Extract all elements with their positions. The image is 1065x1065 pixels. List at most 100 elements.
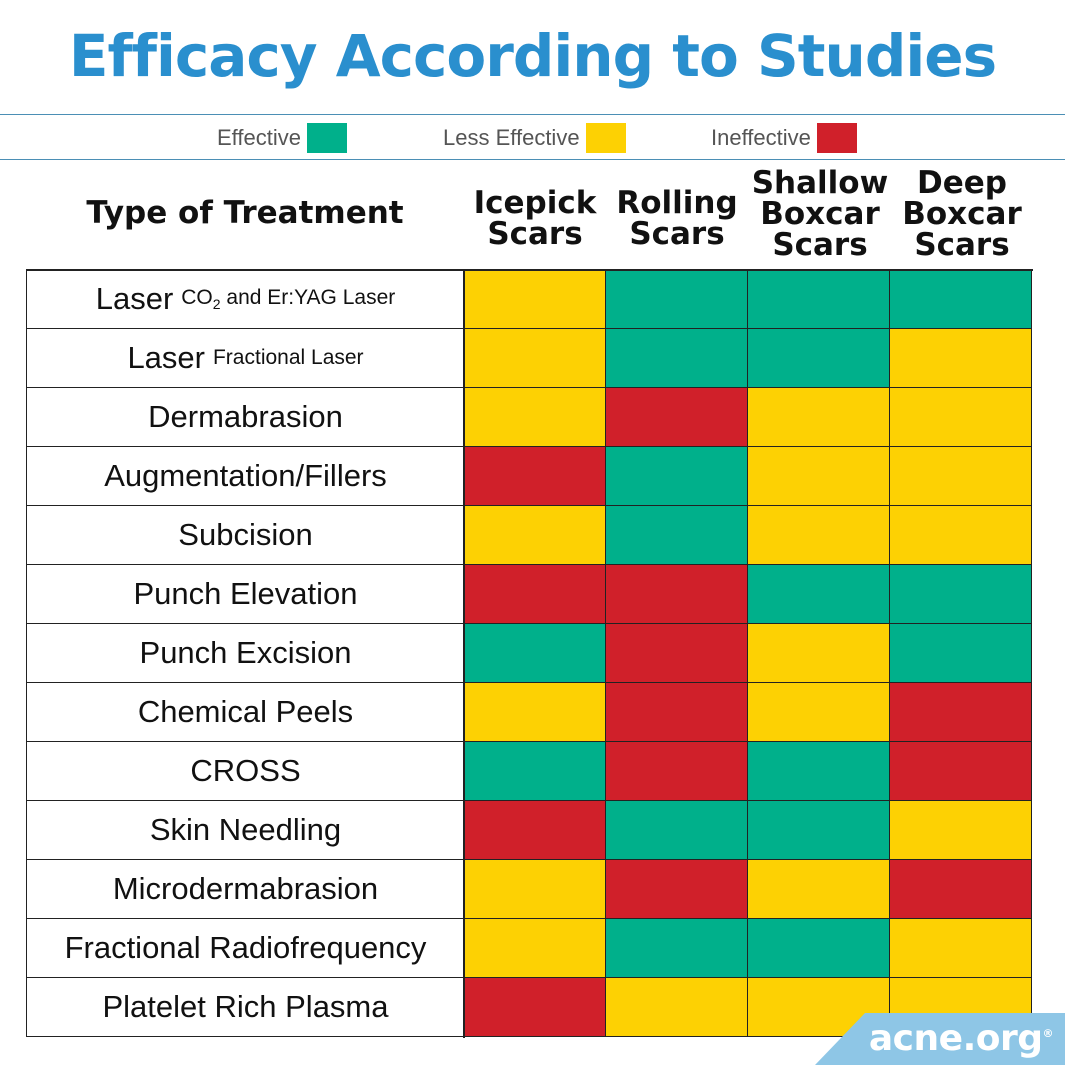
legend-label-ineffective: Ineffective [711,125,811,150]
table-row-label: Subcision [26,506,464,565]
row-label-text: CROSS [190,753,301,788]
table-cell-less-effective [464,329,606,388]
table-cell-less-effective [890,801,1032,860]
row-label-text: Augmentation/Fillers [104,458,387,493]
legend-swatch-ineffective [816,123,857,153]
table-row-label: Platelet Rich Plasma [26,978,464,1037]
table-cell-effective [748,329,890,388]
table-row-label: Dermabrasion [26,388,464,447]
legend-item-less-effective: Less Effective [443,123,626,153]
column-header-line: Scars [772,227,868,263]
table-row-label: Skin Needling [26,801,464,860]
row-label-text: Punch Excision [139,635,352,670]
row-label-text: Fractional Radiofrequency [64,930,427,965]
table-cell-less-effective [748,860,890,919]
column-header-line: Scars [629,216,725,252]
table-cell-effective [464,624,606,683]
table-cell-less-effective [890,447,1032,506]
table-cell-effective [606,506,748,565]
table-cell-ineffective [464,978,606,1037]
table-cell-less-effective [464,919,606,978]
table-row-label: Laser CO2 and Er:YAG Laser [26,270,464,329]
table-cell-effective [890,270,1032,329]
table-cell-ineffective [606,624,748,683]
table-cell-ineffective [890,742,1032,801]
table-cell-less-effective [890,329,1032,388]
row-label-text: Microdermabrasion [112,871,379,906]
logo-banner-shape [815,1013,1065,1065]
row-label-text: Skin Needling [149,812,342,847]
table-cell-ineffective [464,447,606,506]
table-cell-effective [748,742,890,801]
table-cell-ineffective [606,742,748,801]
table-cell-less-effective [464,683,606,742]
page-title: Efficacy According to Studies [68,22,997,90]
table-row-label: Microdermabrasion [26,860,464,919]
table-row-label: CROSS [26,742,464,801]
row-label-text: Laser [127,340,205,375]
table-cell-less-effective [890,919,1032,978]
column-header-line: Scars [487,216,583,252]
table-top-border [26,269,1033,271]
table-cell-less-effective [464,388,606,447]
legend-swatch-effective [306,123,347,153]
table-cell-effective [748,801,890,860]
table-cell-less-effective [748,506,890,565]
legend-label-less-effective: Less Effective [443,125,580,150]
column-header-line: Icepick [473,185,597,221]
row-label-text: Platelet Rich Plasma [102,989,389,1024]
row-label-detail: Fractional Laser [212,346,364,369]
column-header-line: Boxcar [902,196,1022,232]
row-label-text: Laser [95,281,174,316]
row-label-text: Punch Elevation [133,576,358,611]
row-header: Type of Treatment [86,195,404,231]
table-cell-effective [606,801,748,860]
table-cell-effective [606,329,748,388]
table-cell-effective [606,270,748,329]
column-header: Shallow Boxcar Scars [745,168,895,261]
table-cell-less-effective [748,683,890,742]
table-cell-ineffective [464,565,606,624]
table-cell-effective [748,919,890,978]
table-cell-less-effective [748,447,890,506]
column-header-line: Deep [917,165,1007,201]
table-cell-effective [748,565,890,624]
column-header: Deep Boxcar Scars [887,168,1037,261]
table-cell-effective [464,742,606,801]
table-row-label: Punch Elevation [26,565,464,624]
table-cell-less-effective [464,506,606,565]
table-cell-effective [748,270,890,329]
table-cell-effective [890,624,1032,683]
legend-swatch-less-effective [585,123,626,153]
table-cell-ineffective [606,683,748,742]
column-header-line: Scars [914,227,1010,263]
table-cell-less-effective [748,624,890,683]
table-cell-less-effective [606,978,748,1037]
table-cell-effective [890,565,1032,624]
legend-item-ineffective: Ineffective [711,123,857,153]
row-label-detail: CO2 and Er:YAG Laser [181,285,396,313]
column-header-line: Boxcar [760,196,880,232]
table-divider [463,269,465,1038]
legend-item-effective: Effective [217,123,347,153]
table-cell-less-effective [890,388,1032,447]
table-cell-ineffective [606,860,748,919]
table-row-label: Augmentation/Fillers [26,447,464,506]
table-cell-less-effective [748,388,890,447]
legend-label-effective: Effective [217,125,301,150]
table-cell-ineffective [890,860,1032,919]
table-cell-ineffective [890,683,1032,742]
column-header: Icepick Scars [460,188,610,250]
column-header: Rolling Scars [602,188,752,250]
column-header-line: Rolling [616,185,738,221]
table-cell-ineffective [606,565,748,624]
table-row-label: Fractional Radiofrequency [26,919,464,978]
row-label-text: Subcision [178,517,313,552]
table-cell-less-effective [464,860,606,919]
table-cell-effective [606,447,748,506]
table-cell-ineffective [464,801,606,860]
table-row-label: Laser Fractional Laser [26,329,464,388]
row-label-text: Dermabrasion [148,399,343,434]
table-row-label: Chemical Peels [26,683,464,742]
column-header-line: Shallow [751,165,889,201]
